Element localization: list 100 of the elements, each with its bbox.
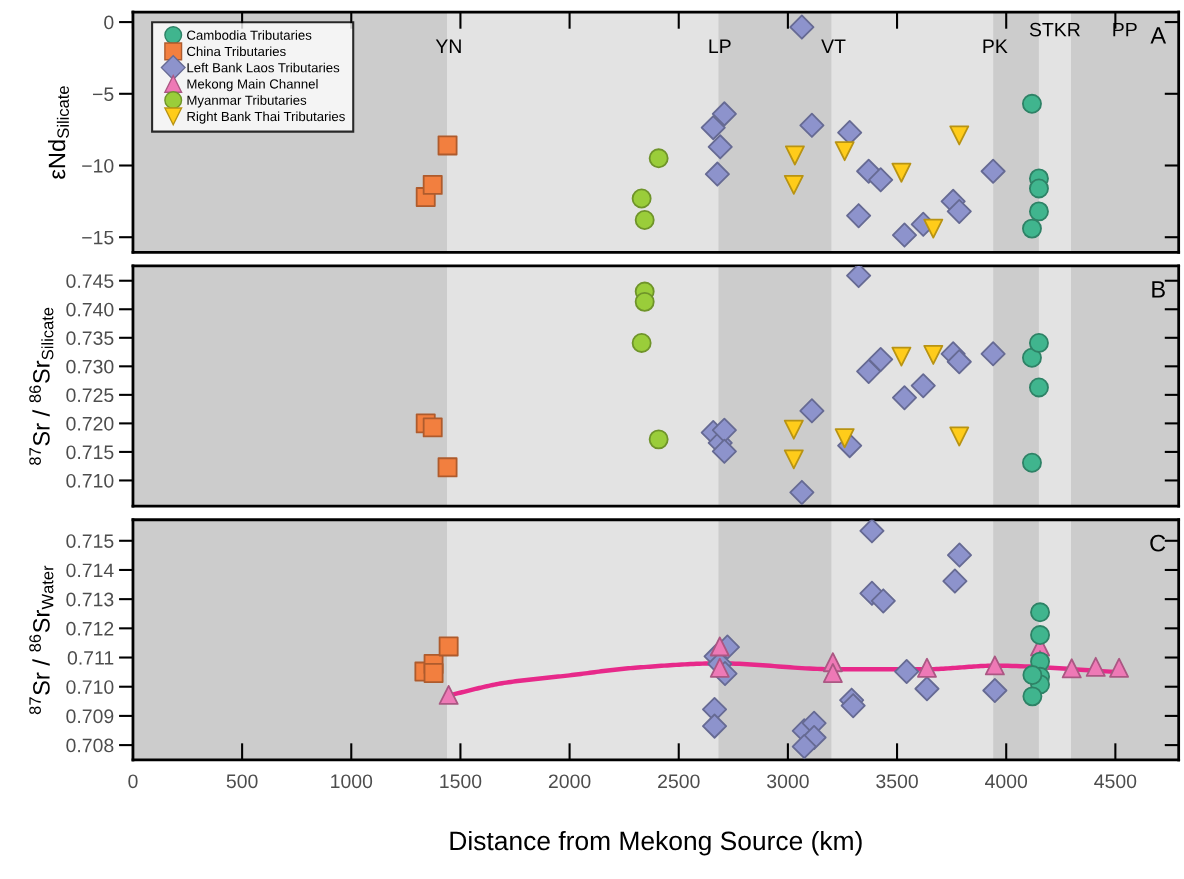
y-tick-label: 0 [104,15,114,30]
annotation: B [1152,281,1165,298]
y-tick-label: 0.735 [66,331,114,346]
point [980,341,1006,367]
point [891,222,917,248]
point [634,291,655,312]
point [438,684,459,705]
y-tick-label: 0.714 [66,563,114,578]
point [1028,201,1049,222]
point [946,198,972,224]
legend-label: China Tributaries [187,46,286,57]
y-tick-label: 0.713 [66,592,114,607]
point [422,417,443,438]
point [949,125,970,146]
point [1085,656,1106,677]
point [1028,178,1049,199]
point [891,162,912,183]
point [422,174,443,195]
x-tick-label: 2000 [548,774,591,789]
point [791,734,817,760]
point [846,265,872,289]
point [1030,602,1051,623]
y-tick-label: 0.715 [66,445,114,460]
y-tick-label: 0.708 [66,738,114,753]
point [631,188,652,209]
legend-label: Myanmar Tributaries [187,95,307,108]
x-tick-label: 1000 [331,774,373,789]
x-axis-title: Distance from Mekong Source (km) [450,830,862,856]
point [846,203,872,229]
point [891,346,912,367]
point [707,134,733,160]
y-axis-title: εNd$_{Silicate}$ [47,86,69,179]
point [648,148,669,169]
point [868,346,894,373]
point [783,449,804,470]
legend-label: Mekong Main Channel [187,78,318,92]
point [1030,625,1051,646]
point [711,438,737,464]
point [914,676,940,702]
point [438,636,459,657]
point [1022,665,1043,686]
x-tick-label: 4500 [1094,774,1137,789]
x-tick-label: 3000 [767,774,809,789]
y-tick-label: 0.720 [66,416,114,431]
point [711,417,737,443]
y-tick-label: 0.711 [67,651,114,665]
x-tick-label: 3500 [876,774,918,789]
point [868,167,894,193]
point [980,158,1006,184]
legend-label: Right Bank Thai Tributaries [187,111,345,124]
point [942,568,968,594]
y-tick-label: −5 [93,87,114,102]
point [1028,377,1049,398]
point [984,655,1005,676]
point [789,479,815,505]
point [709,657,730,678]
annotation: C [1150,534,1166,552]
legend-label: Cambodia Tributaries [187,30,312,40]
annotation: A [1150,27,1167,44]
point [840,693,866,719]
point [822,663,843,683]
y-tick-label: 0.709 [66,709,114,724]
y-tick-label: 0.745 [66,274,114,288]
point [700,115,726,141]
point [634,210,655,230]
point [709,636,730,657]
point [949,426,970,447]
point [1022,347,1042,368]
point [783,174,804,195]
point [946,542,973,568]
y-tick-label: 0.725 [66,388,114,403]
point [894,659,920,685]
y-tick-label: 0.712 [66,621,114,636]
y-tick-label: 0.710 [66,473,114,488]
point [910,373,936,399]
point [799,112,825,138]
point [1022,452,1042,473]
point [1109,657,1130,678]
point [834,141,855,162]
point [1028,332,1049,353]
point [1061,658,1082,679]
point [799,398,825,424]
annotation: YN [435,39,461,53]
y-tick-label: 0.710 [66,680,114,694]
point [437,135,458,156]
annotation: VT [821,39,846,53]
x-tick-label: 2500 [658,774,700,789]
x-tick-label: 500 [226,774,258,789]
point [704,161,730,187]
point [423,663,444,683]
annotation: LP [709,39,731,53]
y-tick-label: 0.740 [66,302,114,317]
point [631,332,652,353]
point [648,429,669,450]
point [437,457,458,478]
x-tick-label: 1500 [440,774,482,789]
point [784,145,805,166]
y-axis-title: $^{87}$Sr / $^{86}$Sr$_{Silicate}$ [29,307,54,465]
y-tick-label: 0.730 [66,359,114,374]
point [982,677,1008,704]
